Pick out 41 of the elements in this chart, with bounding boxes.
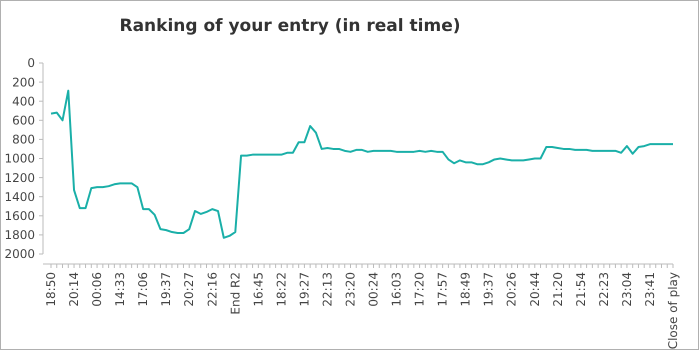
x-tick-label: 21:54 xyxy=(574,272,588,307)
x-tick-label: 17:57 xyxy=(436,272,450,307)
x-tick-label: 22:16 xyxy=(205,272,220,307)
y-tick-label: 2000 xyxy=(4,247,35,262)
x-tick-label: 20:27 xyxy=(182,272,196,307)
x-tick-label: Close of play xyxy=(666,272,680,350)
x-tick-label: 21:20 xyxy=(550,272,565,307)
x-tick-label: 14:33 xyxy=(113,272,128,307)
x-tick-label: 00:24 xyxy=(366,272,381,307)
x-tick-label: 16:03 xyxy=(390,272,404,307)
y-tick-label: 0 xyxy=(27,56,35,70)
y-tick-label: 800 xyxy=(12,132,35,147)
y-tick-label: 1800 xyxy=(4,228,35,242)
x-tick-label: 23:04 xyxy=(620,272,634,307)
x-tick-label: 23:41 xyxy=(642,272,657,307)
x-tick-label: 19:37 xyxy=(159,272,174,307)
x-tick-label: 22:23 xyxy=(596,272,611,307)
x-tick-label: 20:44 xyxy=(528,272,542,307)
y-tick-label: 400 xyxy=(12,94,35,108)
x-tick-label: 19:27 xyxy=(297,272,312,307)
x-tick-label: 20:14 xyxy=(67,272,82,307)
x-tick-label: 16:45 xyxy=(251,272,266,307)
chart-title: Ranking of your entry (in real time) xyxy=(119,16,461,36)
x-tick-label: End R2 xyxy=(228,272,242,315)
y-tick-label: 200 xyxy=(12,75,35,90)
x-tick-label: 17:20 xyxy=(412,272,427,307)
x-tick-label: 00:06 xyxy=(90,272,104,307)
x-tick-label: 18:22 xyxy=(274,272,288,307)
y-tick-label: 600 xyxy=(12,114,35,128)
x-tick-label: 19:37 xyxy=(482,272,496,307)
y-tick-label: 1000 xyxy=(4,152,35,166)
y-tick-label: 1200 xyxy=(4,170,35,185)
x-tick-label: 18:49 xyxy=(458,272,473,307)
x-tick-label: 22:13 xyxy=(320,272,334,307)
y-tick-label: 1600 xyxy=(4,209,35,223)
x-tick-label: 18:50 xyxy=(44,272,58,307)
y-tick-label: 1400 xyxy=(4,190,35,204)
x-tick-label: 20:26 xyxy=(504,272,519,307)
x-tick-label: 23:20 xyxy=(343,272,358,307)
line-series xyxy=(50,90,674,239)
x-tick-label: 17:06 xyxy=(136,272,150,307)
